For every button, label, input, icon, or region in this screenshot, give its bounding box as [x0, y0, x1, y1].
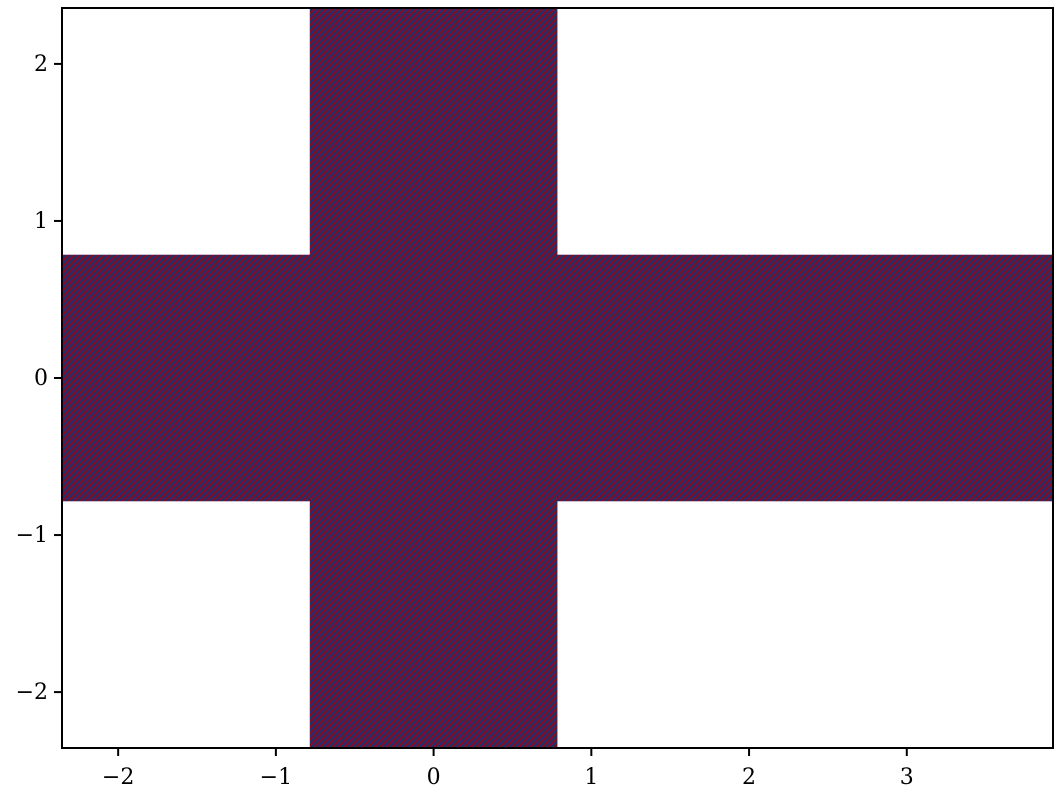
y-tick-label: 1 [34, 209, 48, 234]
y-tick-label: 2 [34, 52, 48, 77]
y-tick-label: −2 [16, 680, 48, 705]
y-tick-label: 0 [34, 366, 48, 391]
region-horizontal-bar-overlay [62, 254, 1053, 502]
x-tick-label: 2 [742, 765, 756, 790]
x-tick-label: 1 [584, 765, 598, 790]
x-tick-label: 0 [427, 765, 441, 790]
y-tick-label: −1 [16, 523, 48, 548]
heatmap-regions [62, 8, 1053, 748]
x-tick-label: −1 [260, 765, 292, 790]
x-axis: −2 −1 0 1 2 3 [102, 748, 914, 790]
y-axis: −2 −1 0 1 2 [16, 52, 62, 705]
x-tick-label: 3 [900, 765, 914, 790]
x-tick-label: −2 [102, 765, 134, 790]
